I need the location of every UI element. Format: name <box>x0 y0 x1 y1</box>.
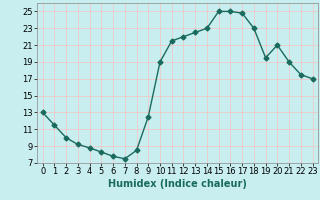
X-axis label: Humidex (Indice chaleur): Humidex (Indice chaleur) <box>108 179 247 189</box>
